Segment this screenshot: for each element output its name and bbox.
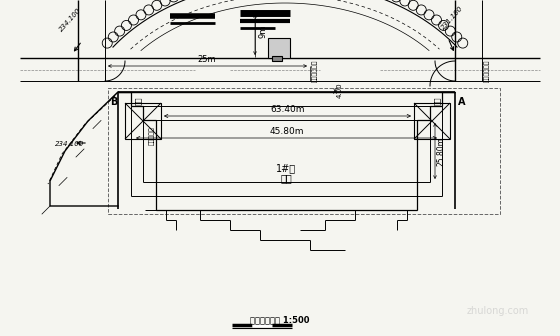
Text: 地下车库入口: 地下车库入口 [312,60,318,82]
Bar [414,103,450,139]
Text: 4.00: 4.00 [337,82,343,98]
Text: 45.80m: 45.80m [269,127,304,136]
Text: 9m: 9m [258,24,267,38]
Bar [108,88,500,214]
Bar [272,56,282,61]
Text: 总平面布置图 1:500: 总平面布置图 1:500 [250,315,310,324]
Text: B: B [110,97,118,107]
Bar [268,38,290,58]
Text: A: A [458,97,465,107]
Text: 234.100: 234.100 [58,7,82,33]
Text: zhulong.com: zhulong.com [467,306,529,316]
Text: 位置: 位置 [281,173,292,183]
Text: 63.40m: 63.40m [270,105,305,114]
Text: 231.100: 231.100 [440,5,464,31]
Text: 25m: 25m [198,55,216,64]
Text: 一层: 一层 [433,97,440,105]
Text: 一层: 一层 [135,97,141,105]
Bar [125,103,161,139]
Text: 地下车库入口: 地下车库入口 [484,60,490,82]
Text: 25.80m: 25.80m [437,136,446,166]
Text: 1#楼: 1#楼 [277,163,297,173]
Text: 车辆出入口: 车辆出入口 [149,127,155,145]
Text: 234.100: 234.100 [55,141,84,147]
